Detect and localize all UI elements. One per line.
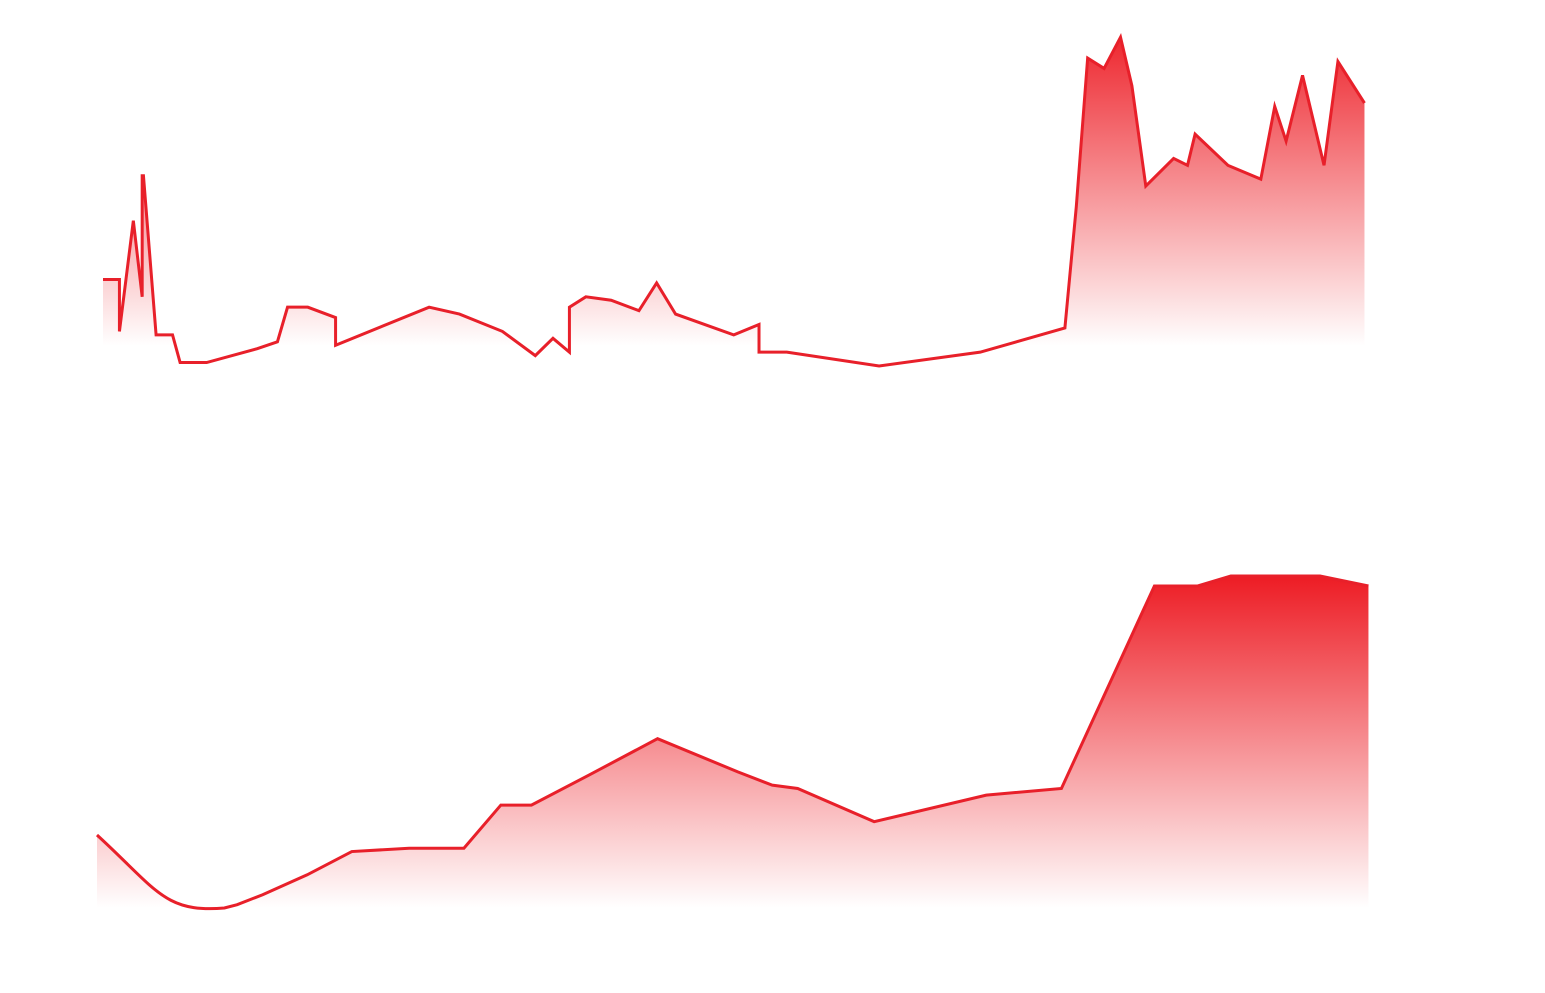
chart-bottom: [95, 574, 1369, 911]
area-fill-series-0: [103, 37, 1365, 367]
series-line-0: [103, 33, 1366, 368]
series-line-0: [95, 574, 1369, 911]
chart-top: [103, 33, 1366, 368]
area-fill-series-0: [97, 576, 1369, 909]
